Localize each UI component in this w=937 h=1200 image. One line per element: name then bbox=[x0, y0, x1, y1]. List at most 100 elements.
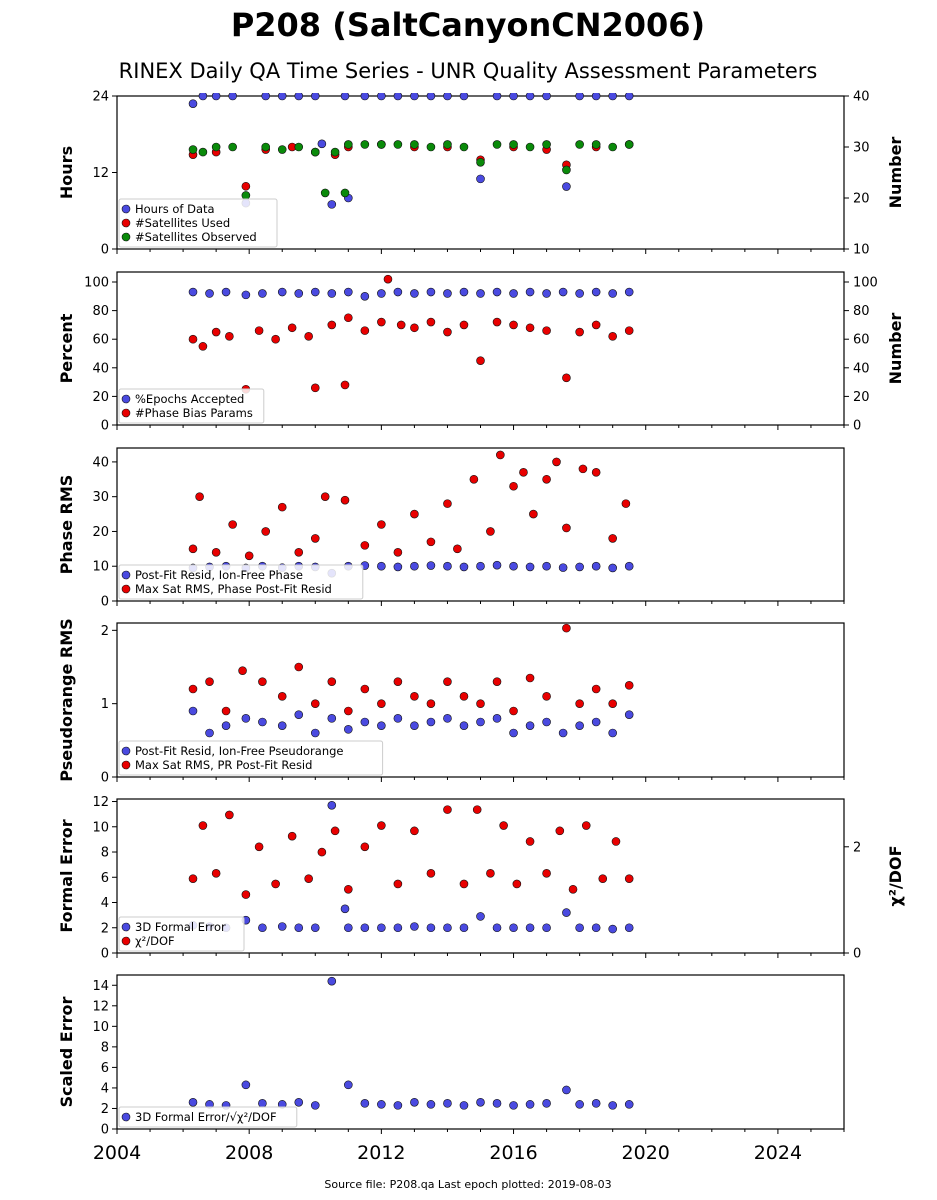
point-pseudorange-rms-s0 bbox=[205, 728, 214, 738]
point-pseudorange-rms-s1 bbox=[327, 677, 337, 686]
point-phase-rms-s0 bbox=[542, 561, 551, 571]
point-formal-error-s1 bbox=[555, 826, 565, 836]
y-right-tick-label: 40 bbox=[853, 90, 870, 105]
point-formal-error-s1 bbox=[317, 847, 327, 857]
point-formal-error-s0 bbox=[608, 924, 617, 934]
point-percent-s0 bbox=[377, 289, 386, 298]
point-formal-error-s1 bbox=[472, 805, 482, 814]
x-tick-label: 2020 bbox=[622, 1142, 670, 1164]
point-scaled-error-s0 bbox=[310, 1101, 320, 1110]
point-scaled-error-s0 bbox=[443, 1099, 452, 1108]
point-hours-s0 bbox=[317, 139, 327, 149]
point-formal-error-s0 bbox=[492, 923, 502, 933]
point-pseudorange-rms-s1 bbox=[426, 699, 436, 708]
point-formal-error-s0 bbox=[377, 923, 386, 933]
point-pseudorange-rms-s1 bbox=[377, 699, 386, 708]
point-percent-s1 bbox=[211, 327, 221, 337]
point-phase-rms-s1 bbox=[608, 534, 617, 543]
point-formal-error-s1 bbox=[304, 874, 313, 883]
point-formal-error-s0 bbox=[258, 923, 267, 933]
point-phase-rms-s0 bbox=[377, 561, 386, 571]
y-right-tick-label: 40 bbox=[853, 361, 870, 376]
point-pseudorange-rms-s0 bbox=[542, 717, 551, 727]
point-pseudorange-rms-s1 bbox=[562, 623, 571, 633]
point-formal-error-s1 bbox=[624, 874, 634, 883]
point-phase-rms-s1 bbox=[519, 468, 528, 477]
point-pseudorange-rms-s0 bbox=[327, 714, 337, 723]
y-right-tick-label: 30 bbox=[853, 141, 870, 156]
legend: Post-Fit Resid, Ion-Free PseudorangeMax … bbox=[118, 740, 384, 776]
point-formal-error-s1 bbox=[211, 869, 221, 878]
point-pseudorange-rms-s1 bbox=[344, 706, 353, 716]
point-phase-rms-s0 bbox=[575, 562, 584, 572]
point-percent-s1 bbox=[377, 317, 386, 327]
point-formal-error-s0 bbox=[310, 923, 320, 933]
y-right-tick-label: 100 bbox=[853, 276, 878, 291]
point-percent-s0 bbox=[509, 289, 518, 298]
point-pseudorange-rms-s1 bbox=[294, 662, 304, 672]
point-percent-s1 bbox=[287, 323, 297, 333]
point-scaled-error-s0 bbox=[525, 1100, 535, 1109]
point-phase-rms-s0 bbox=[608, 563, 617, 573]
point-pseudorange-rms-s0 bbox=[310, 728, 320, 738]
point-formal-error-s0 bbox=[509, 923, 518, 933]
data-points bbox=[188, 623, 634, 738]
data-points bbox=[188, 93, 634, 209]
point-scaled-error-s0 bbox=[188, 1098, 198, 1107]
point-phase-rms-s0 bbox=[476, 561, 485, 571]
point-hours-s2 bbox=[542, 140, 551, 149]
data-points bbox=[188, 274, 634, 394]
x-tick-label: 2012 bbox=[357, 1142, 405, 1164]
point-phase-rms-s1 bbox=[244, 551, 254, 561]
point-hours-s0 bbox=[525, 93, 535, 101]
point-pseudorange-rms-s0 bbox=[608, 728, 617, 738]
point-percent-s0 bbox=[525, 287, 535, 297]
point-formal-error-s1 bbox=[512, 879, 522, 889]
x-tick-label: 2004 bbox=[93, 1142, 141, 1164]
point-pseudorange-rms-s1 bbox=[509, 706, 518, 716]
point-formal-error-s1 bbox=[426, 869, 436, 878]
point-formal-error-s1 bbox=[271, 879, 280, 889]
legend-marker bbox=[121, 232, 131, 242]
point-phase-rms-s0 bbox=[410, 561, 419, 571]
point-phase-rms-s1 bbox=[578, 464, 588, 474]
y-axis-label: Phase RMS bbox=[57, 475, 76, 575]
point-pseudorange-rms-s1 bbox=[238, 666, 247, 675]
point-percent-s0 bbox=[542, 289, 551, 298]
point-formal-error-s0 bbox=[426, 923, 436, 933]
y-tick-label: 2 bbox=[101, 921, 109, 936]
point-formal-error-s1 bbox=[287, 831, 297, 841]
point-phase-rms-s1 bbox=[496, 450, 505, 460]
point-percent-s1 bbox=[188, 334, 198, 344]
point-hours-s0 bbox=[294, 93, 304, 101]
y-tick-label: 6 bbox=[101, 1061, 109, 1076]
y-right-tick-label: 2 bbox=[853, 840, 861, 855]
point-formal-error-s1 bbox=[198, 821, 208, 830]
y-right-tick-label: 80 bbox=[853, 304, 870, 319]
point-hours-s0 bbox=[393, 93, 403, 101]
point-hours-s2 bbox=[310, 147, 320, 157]
point-percent-s1 bbox=[542, 326, 551, 335]
point-phase-rms-s1 bbox=[211, 548, 221, 557]
point-phase-rms-s1 bbox=[377, 520, 386, 529]
point-scaled-error-s0 bbox=[241, 1080, 251, 1090]
point-phase-rms-s0 bbox=[443, 561, 452, 571]
point-percent-s0 bbox=[476, 289, 485, 298]
legend-label: Hours of Data bbox=[135, 202, 215, 216]
point-hours-s2 bbox=[443, 140, 452, 149]
legend-marker bbox=[121, 394, 131, 404]
point-phase-rms-s1 bbox=[552, 457, 561, 467]
point-percent-s1 bbox=[396, 320, 406, 330]
point-hours-s2 bbox=[393, 140, 403, 149]
point-formal-error-s0 bbox=[476, 912, 485, 921]
y-axis-label: Scaled Error bbox=[57, 997, 76, 1108]
point-formal-error-s1 bbox=[499, 821, 508, 830]
point-scaled-error-s0 bbox=[410, 1098, 419, 1107]
point-percent-s1 bbox=[383, 274, 393, 284]
legend-box bbox=[118, 1106, 298, 1128]
point-pseudorange-rms-s1 bbox=[575, 699, 584, 708]
point-hours-s0 bbox=[327, 200, 337, 209]
point-formal-error-s0 bbox=[294, 923, 304, 933]
